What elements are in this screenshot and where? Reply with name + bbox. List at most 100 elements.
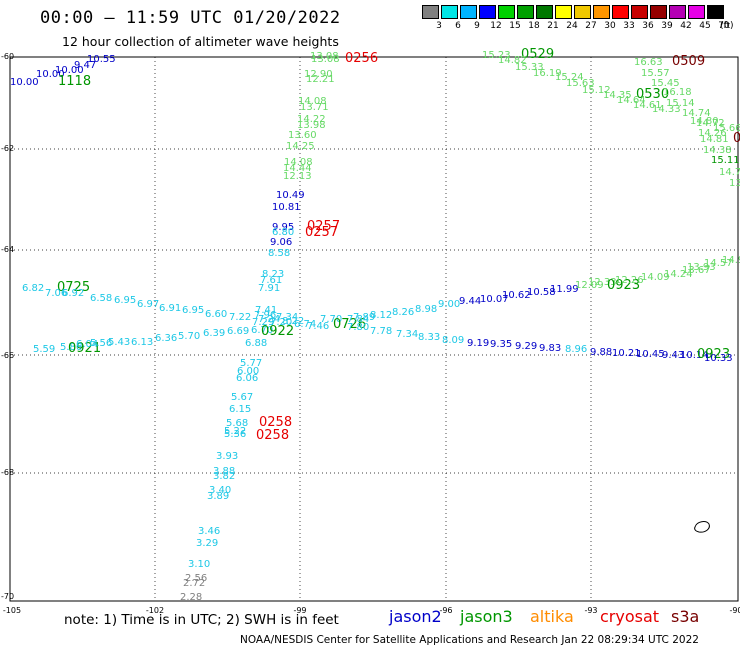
wave-height-value: 6.04 [76, 339, 98, 350]
footnote: note: 1) Time is in UTC; 2) SWH is in fe… [64, 612, 339, 628]
wave-height-value: 8.58 [268, 248, 290, 259]
wave-height-value: 6.15 [229, 404, 251, 415]
pass-time-label: 1118 [58, 74, 91, 89]
wave-height-value: 3.89 [207, 491, 229, 502]
wave-height-value: 10.58 [527, 287, 556, 298]
wave-height-value: 12.26 [615, 275, 644, 286]
wave-height-value: 9.06 [270, 237, 292, 248]
lon-tick-label: -105 [3, 606, 21, 615]
wave-height-value: 7.20 [270, 317, 292, 328]
map-subtitle: 12 hour collection of altimeter wave hei… [62, 34, 339, 49]
wave-height-value: 14.33 [652, 104, 681, 115]
wave-height-value: 6.97 [137, 299, 159, 310]
wave-height-value: 6.74 [294, 319, 316, 330]
wave-height-value: 3.88 [213, 466, 235, 477]
pass-time-label: 0726 [333, 317, 366, 332]
wave-height-value: 16.63 [634, 57, 663, 68]
wave-height-value: 7.46 [307, 321, 329, 332]
wave-height-value: 10.00 [36, 69, 65, 80]
pass-time-label: 0257 [307, 219, 340, 234]
wave-height-value: 7.91 [258, 283, 280, 294]
wave-height-value: 14.09 [641, 272, 670, 283]
satellite-s3a: s3a [671, 607, 700, 626]
wave-height-value: 10.07 [480, 294, 509, 305]
wave-height-value: 3.93 [216, 451, 238, 462]
wave-height-value: 10.14 [680, 350, 709, 361]
wave-height-value: 12.90 [304, 69, 333, 80]
map-frame [9, 56, 739, 602]
wave-height-value: 2.56 [185, 573, 207, 584]
pass-time-label: 0923 [697, 347, 730, 362]
wave-height-value: 9.00 [438, 299, 460, 310]
legend-label: 39 [661, 21, 673, 31]
credit-line: NOAA/NESDIS Center for Satellite Applica… [240, 634, 699, 646]
legend-swatch [498, 5, 515, 19]
lon-tick-label: -102 [146, 606, 164, 615]
wave-height-value: 5.86 [60, 342, 82, 353]
legend-label: 24 [566, 21, 578, 31]
wave-height-value: 3.29 [196, 538, 218, 549]
legend-swatch [441, 5, 458, 19]
legend-swatch [707, 5, 724, 19]
axis-tick-labels: -105 -102 -99 -96 -93 -90 -60 -62 -64 -66 -68 -70 [1, 52, 740, 615]
wave-height-value: 5.67 [231, 392, 253, 403]
legend-swatch [593, 5, 610, 19]
wave-height-value: 14.94 [722, 255, 740, 266]
wave-height-value: 5.36 [224, 429, 246, 440]
wave-height-value: 7.70 [320, 314, 342, 325]
wave-height-value: 9.88 [590, 347, 612, 358]
legend-label: 18 [528, 21, 540, 31]
wave-height-value: 6.69 [227, 326, 249, 337]
legend-label: 30 [604, 21, 616, 31]
graticule [10, 57, 738, 601]
legend-swatch [555, 5, 572, 19]
wave-height-value: 14.57 [704, 258, 733, 269]
wave-height-value: 9.35 [490, 339, 512, 350]
legend-label: 21 [547, 21, 559, 31]
lon-tick-label: -99 [293, 606, 306, 615]
satellite-jason3: jason3 [460, 607, 513, 626]
wave-height-value: 14.72 [696, 118, 725, 129]
wave-height-value: 9.47 [74, 60, 96, 71]
wave-height-value: 6.80 [272, 227, 294, 238]
wave-height-value: 7.61 [260, 275, 282, 286]
wave-height-value: 15.33 [515, 62, 544, 73]
wave-height-value: 13.60 [288, 130, 317, 141]
pass-time-label: 0256 [345, 51, 378, 66]
wave-height-value: 14.08 [298, 96, 327, 107]
wave-height-value: 15.12 [582, 85, 611, 96]
legend-swatch [574, 5, 591, 19]
wave-height-value: 14.81 [700, 134, 729, 145]
wave-height-value: 10.62 [502, 290, 531, 301]
satellite-cryosat: cryosat [600, 607, 660, 626]
wave-height-value: 7.22 [229, 312, 251, 323]
wave-height-value: 10.45 [636, 349, 665, 360]
wave-height-value: 15.24 [555, 72, 584, 83]
lat-tick-label: -64 [1, 245, 14, 254]
legend-swatch [517, 5, 534, 19]
legend-label: 6 [455, 21, 461, 31]
wave-height-value: 14.80 [690, 116, 719, 127]
wave-height-value: 6.58 [90, 293, 112, 304]
wave-height-value: 7.34 [276, 312, 298, 323]
wave-height-value: 5.70 [178, 331, 200, 342]
wave-height-value: 5.22 [224, 426, 246, 437]
wave-height-value: 14.44 [283, 163, 312, 174]
lat-tick-label: -70 [1, 592, 14, 601]
pass-time-label: 0258 [256, 428, 289, 443]
wave-height-value: 16.18 [663, 87, 692, 98]
wave-height-value: 10.33 [704, 353, 733, 364]
wave-height-value: 9.83 [539, 343, 561, 354]
wave-height-value: 8.98 [415, 304, 437, 315]
satellite-altika: altika [530, 607, 574, 626]
pass-time-label: 0530 [636, 87, 669, 102]
wave-height-value: 10.55 [87, 54, 116, 65]
wave-height-value: 8.22 [282, 316, 304, 327]
wave-height-value: 9.95 [272, 222, 294, 233]
wave-height-value: 14.64 [617, 95, 646, 106]
legend-label: 9 [474, 21, 480, 31]
wave-height-value: 6.95 [114, 295, 136, 306]
wave-height-value: 7.41 [255, 305, 277, 316]
wave-height-value: 5.59 [33, 344, 55, 355]
legend-label: 27 [585, 21, 597, 31]
